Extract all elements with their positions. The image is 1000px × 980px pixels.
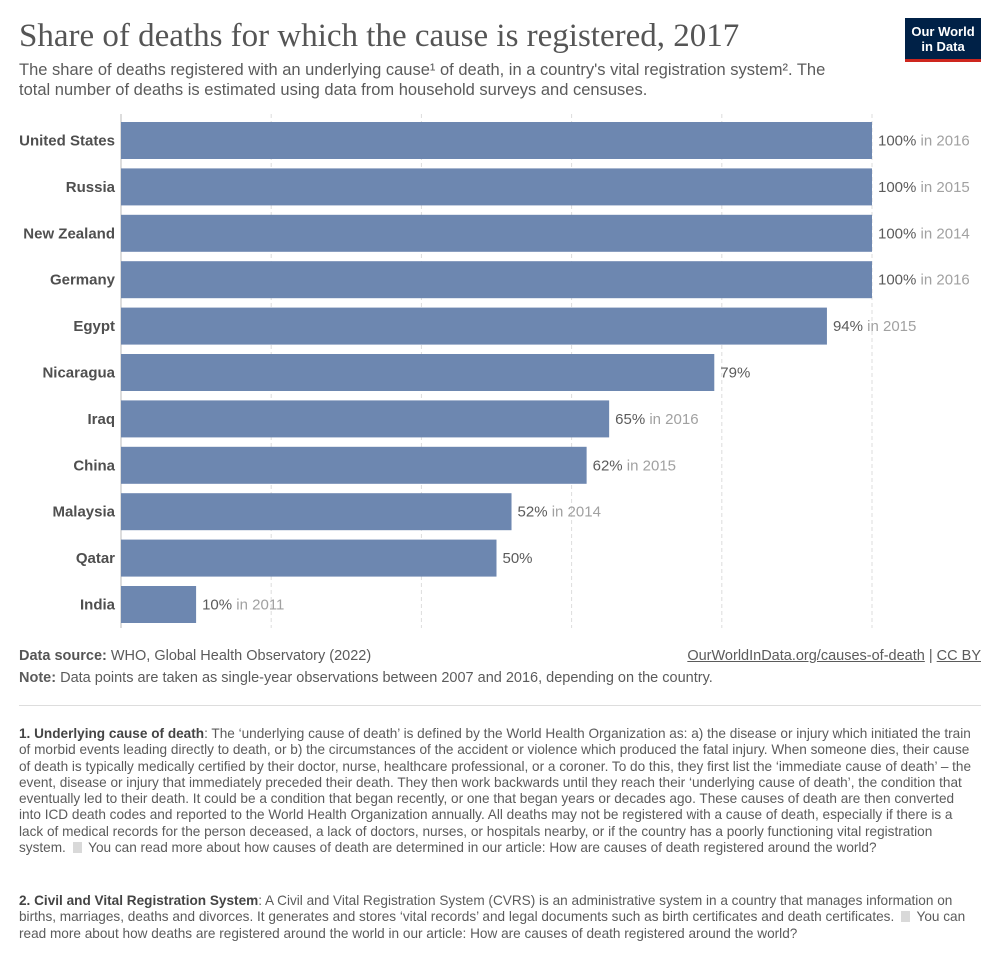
bar <box>121 493 512 531</box>
note-label: Note: <box>19 670 57 686</box>
value-label: 94% in 2015 <box>833 318 916 335</box>
footnote-2-more[interactable]: You can read more about how deaths are r… <box>19 909 966 941</box>
footnote-2: 2. Civil and Vital Registration System: … <box>19 893 979 942</box>
category-label: Egypt <box>73 318 115 335</box>
bar <box>121 400 610 438</box>
footnote-1-more[interactable]: You can read more about how causes of de… <box>88 840 877 856</box>
value-label: 65% in 2016 <box>615 411 698 428</box>
source-text: WHO, Global Health Observatory (2022) <box>110 648 372 664</box>
year-label: in 2016 <box>645 411 698 428</box>
category-label: Russia <box>66 179 116 196</box>
bar <box>121 261 872 299</box>
value-label: 100% in 2016 <box>878 272 970 289</box>
year-label: in 2015 <box>623 457 676 474</box>
year-label: in 2016 <box>916 272 969 289</box>
footnote-1-text: : The ‘underlying cause of death’ is def… <box>19 726 972 856</box>
category-label: Malaysia <box>52 504 115 521</box>
link-separator: | <box>928 648 933 664</box>
category-label: United States <box>19 133 115 150</box>
source-label: Data source: <box>19 648 107 664</box>
category-label: China <box>73 457 115 474</box>
footnote-2-text: : A Civil and Vital Registration System … <box>19 893 953 925</box>
source-links: OurWorldInData.org/causes-of-death | CC … <box>687 648 981 664</box>
footnote-divider <box>19 705 981 706</box>
value-label: 62% in 2015 <box>593 457 676 474</box>
value-label: 10% in 2011 <box>202 597 284 614</box>
footnote-2-title: 2. Civil and Vital Registration System <box>19 893 259 908</box>
category-label: Iraq <box>87 411 115 428</box>
footnote-1: 1. Underlying cause of death: The ‘under… <box>19 726 979 856</box>
bar <box>121 122 872 159</box>
bar <box>121 446 587 484</box>
source-link[interactable]: OurWorldInData.org/causes-of-death <box>687 648 925 664</box>
bar <box>121 307 827 345</box>
logo-accent-bar <box>905 59 981 62</box>
year-label: in 2011 <box>232 597 284 614</box>
category-label: India <box>80 597 116 614</box>
bar <box>121 586 197 623</box>
note-text: Data points are taken as single-year obs… <box>60 670 713 686</box>
chart-subtitle: The share of deaths registered with an u… <box>19 61 826 99</box>
document-icon <box>901 911 911 923</box>
license-link[interactable]: CC BY <box>936 648 981 664</box>
bar <box>121 214 872 252</box>
bar-chart: United States 100% in 2016 Russia 100% in 2… <box>19 114 970 628</box>
value-label: 100% in 2016 <box>878 133 970 150</box>
year-label: in 2015 <box>863 318 916 335</box>
year-label: in 2015 <box>916 179 969 196</box>
value-label: 100% in 2014 <box>878 225 970 242</box>
logo-line2: in Data <box>921 39 965 54</box>
bar <box>121 539 497 577</box>
value-label: 100% in 2015 <box>878 179 970 196</box>
year-label: in 2014 <box>916 225 969 242</box>
document-icon <box>72 842 82 854</box>
value-label: 52% in 2014 <box>518 504 601 521</box>
note-line: Note: Data points are taken as single-ye… <box>19 670 981 686</box>
bar <box>121 354 715 391</box>
logo-line1: Our World <box>911 24 975 39</box>
value-label: 79% <box>720 365 750 382</box>
footnote-1-title: 1. Underlying cause of death <box>19 726 205 741</box>
owid-logo[interactable]: Our World in Data <box>905 18 981 62</box>
chart-title: Share of deaths for which the cause is r… <box>19 18 740 54</box>
year-label: in 2014 <box>548 504 601 521</box>
data-source-line: Data source: WHO, Global Health Observat… <box>19 648 981 664</box>
category-label: Germany <box>50 272 116 289</box>
year-label: in 2016 <box>916 133 969 150</box>
category-label: New Zealand <box>23 225 115 242</box>
value-label: 50% <box>503 550 533 567</box>
bar <box>121 168 872 206</box>
category-label: Qatar <box>76 550 115 567</box>
category-label: Nicaragua <box>42 365 115 382</box>
